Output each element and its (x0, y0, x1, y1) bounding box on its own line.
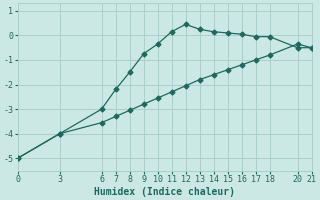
X-axis label: Humidex (Indice chaleur): Humidex (Indice chaleur) (94, 186, 235, 197)
